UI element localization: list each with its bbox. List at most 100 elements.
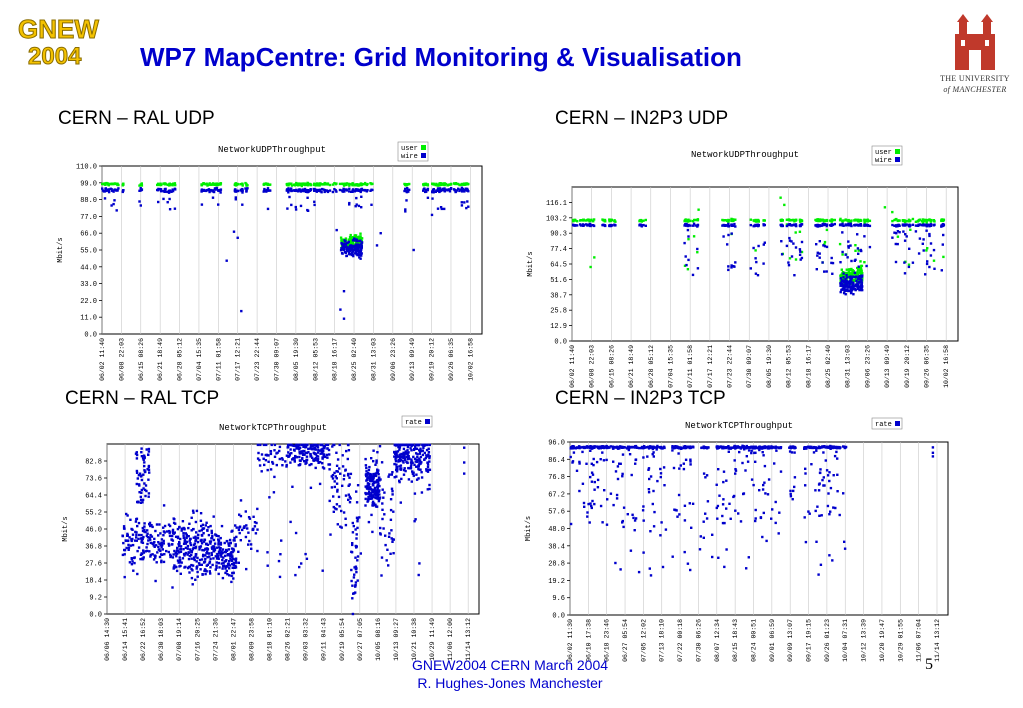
data-point	[138, 533, 141, 537]
data-point	[263, 463, 266, 467]
data-point	[348, 184, 351, 187]
data-point	[916, 220, 919, 223]
data-point	[227, 563, 230, 566]
data-point	[925, 221, 928, 224]
data-point	[400, 443, 403, 447]
data-point	[730, 266, 733, 269]
data-point	[350, 579, 353, 583]
data-point	[198, 558, 202, 562]
data-point	[404, 452, 407, 455]
data-point	[309, 188, 312, 191]
data-point	[764, 446, 767, 450]
x-tick-label: 09/19 05:54	[339, 618, 346, 661]
legend-label: user	[401, 145, 418, 153]
data-point	[393, 451, 396, 454]
data-point	[153, 537, 156, 541]
data-point	[351, 251, 354, 255]
data-point	[150, 535, 154, 538]
y-tick-label: 25.8	[550, 308, 567, 316]
data-point	[326, 443, 330, 447]
data-point	[596, 486, 600, 489]
data-point	[798, 224, 802, 227]
data-point	[860, 264, 864, 268]
data-point	[758, 445, 761, 448]
data-point	[372, 473, 375, 476]
data-point	[346, 457, 349, 461]
data-point	[367, 487, 370, 490]
data-point	[571, 446, 574, 449]
data-point	[804, 540, 808, 544]
data-point	[606, 498, 609, 501]
data-point	[463, 183, 466, 186]
data-point	[859, 223, 862, 226]
data-point	[140, 447, 143, 450]
data-point	[765, 539, 768, 543]
data-point	[285, 183, 288, 186]
data-point	[123, 553, 126, 556]
data-point	[376, 485, 379, 488]
data-point	[798, 218, 802, 221]
panel-heading-in2p3-udp: CERN – IN2P3 UDP	[555, 108, 729, 129]
data-point	[357, 183, 360, 186]
data-point	[115, 188, 118, 192]
data-point	[355, 570, 358, 574]
x-tick-label: 11/06 07:04	[916, 619, 923, 662]
legend-label: rate	[405, 419, 422, 427]
data-point	[241, 183, 244, 186]
data-point	[177, 561, 180, 564]
data-point	[731, 446, 734, 449]
data-point	[226, 573, 229, 576]
data-point	[392, 510, 395, 513]
data-point	[856, 272, 859, 275]
data-point	[427, 447, 430, 450]
data-point	[863, 218, 866, 221]
data-point	[431, 188, 435, 192]
data-point	[732, 265, 735, 268]
data-point	[359, 257, 362, 260]
data-point	[130, 539, 133, 543]
y-tick-label: 103.2	[546, 215, 567, 223]
data-point	[221, 567, 224, 570]
data-point	[223, 541, 226, 545]
data-point	[902, 230, 905, 233]
data-point	[589, 475, 592, 479]
data-point	[426, 470, 430, 473]
data-point	[360, 206, 363, 209]
x-tick-label: 07/23 22:44	[254, 338, 261, 381]
data-point	[847, 223, 850, 226]
x-tick-label: 09/03 03:32	[303, 618, 310, 661]
data-point	[840, 273, 843, 276]
data-point	[192, 543, 196, 547]
data-point	[349, 233, 352, 237]
data-point	[696, 247, 699, 251]
data-point	[266, 187, 270, 190]
data-point	[427, 450, 431, 454]
data-point	[222, 556, 225, 559]
data-point	[851, 282, 855, 285]
data-point	[208, 561, 211, 565]
x-tick-label: 07/08 19:14	[176, 618, 183, 661]
data-point	[155, 523, 159, 526]
data-point	[687, 223, 690, 227]
data-point	[179, 547, 182, 551]
data-point	[372, 474, 376, 478]
data-point	[409, 465, 413, 468]
data-point	[219, 182, 222, 185]
data-point	[613, 223, 616, 226]
data-point	[823, 270, 826, 273]
data-point	[134, 452, 138, 455]
data-point	[696, 225, 699, 228]
data-point	[416, 455, 419, 459]
data-point	[800, 240, 804, 244]
data-point	[788, 446, 791, 449]
data-point	[297, 184, 300, 187]
data-point	[180, 561, 183, 564]
data-point	[622, 525, 625, 529]
data-point	[345, 189, 349, 192]
data-point	[184, 532, 187, 535]
data-point	[642, 519, 645, 522]
data-point	[726, 243, 729, 246]
data-point	[209, 566, 212, 569]
data-point	[287, 191, 290, 194]
data-point	[331, 445, 334, 448]
